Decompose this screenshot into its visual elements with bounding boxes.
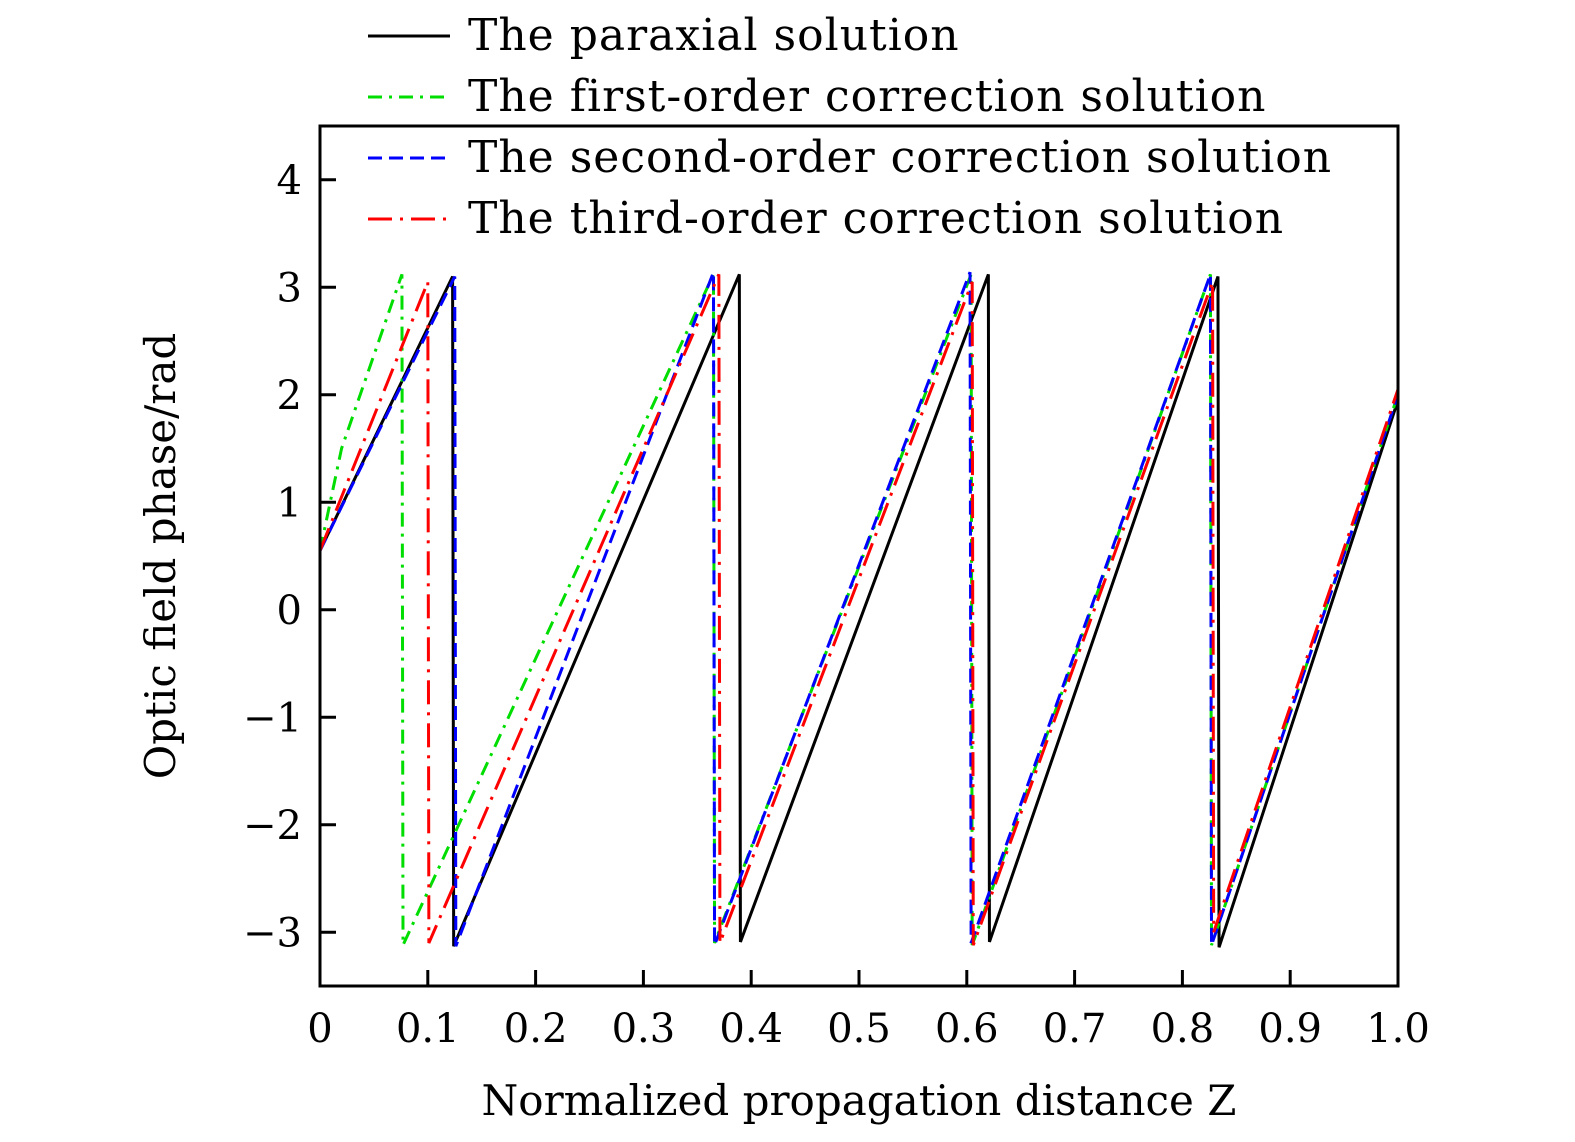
- ticks-layer: 0 0.1 0.2 0.3 0.4 0.5 0.6 0.7 0.8 0.9 1.0 −3 −2 −1 0 1 2…: [243, 158, 1430, 1052]
- x-tick-label: 0.2: [504, 1006, 568, 1052]
- legend-label: The first-order correction solution: [468, 71, 1267, 122]
- y-tick-label: −2: [243, 803, 302, 849]
- y-tick-label: 2: [277, 373, 302, 419]
- y-tick-label: 4: [277, 158, 302, 204]
- y-tick-label: −3: [243, 910, 302, 956]
- x-tick-label: 0.9: [1258, 1006, 1322, 1052]
- x-tick-label: 0.6: [935, 1006, 999, 1052]
- series-line-2: [318, 271, 1400, 947]
- x-tick-label: 0.3: [612, 1006, 676, 1052]
- x-tick-label: 0.8: [1151, 1006, 1215, 1052]
- legend: The paraxial solution The first-order cor…: [368, 10, 1332, 244]
- x-tick-label: 0: [307, 1006, 332, 1052]
- series-line-0: [318, 273, 1400, 948]
- x-tick-label: 0.4: [719, 1006, 783, 1052]
- series-line-3: [318, 273, 1400, 946]
- series-layer: [318, 271, 1400, 948]
- legend-item: The first-order correction solution: [368, 71, 1267, 122]
- x-tick-label: 1.0: [1366, 1006, 1430, 1052]
- y-axis-label: Optic field phase/rad: [136, 333, 185, 780]
- legend-item: The paraxial solution: [368, 10, 960, 61]
- series-line-1: [318, 273, 1400, 946]
- x-tick-label: 0.7: [1043, 1006, 1107, 1052]
- x-tick-label: 0.5: [827, 1006, 891, 1052]
- legend-label: The second-order correction solution: [468, 132, 1332, 183]
- x-tick-label: 0.1: [396, 1006, 460, 1052]
- y-tick-label: 3: [277, 265, 302, 311]
- y-tick-label: 1: [277, 480, 302, 526]
- y-tick-label: −1: [243, 695, 302, 741]
- legend-label: The paraxial solution: [468, 10, 960, 61]
- legend-label: The third-order correction solution: [468, 193, 1284, 244]
- legend-item: The third-order correction solution: [368, 193, 1284, 244]
- legend-item: The second-order correction solution: [368, 132, 1332, 183]
- x-axis-label: Normalized propagation distance Z: [482, 1076, 1237, 1125]
- y-tick-label: 0: [277, 588, 302, 634]
- plot-frame: [318, 124, 1400, 988]
